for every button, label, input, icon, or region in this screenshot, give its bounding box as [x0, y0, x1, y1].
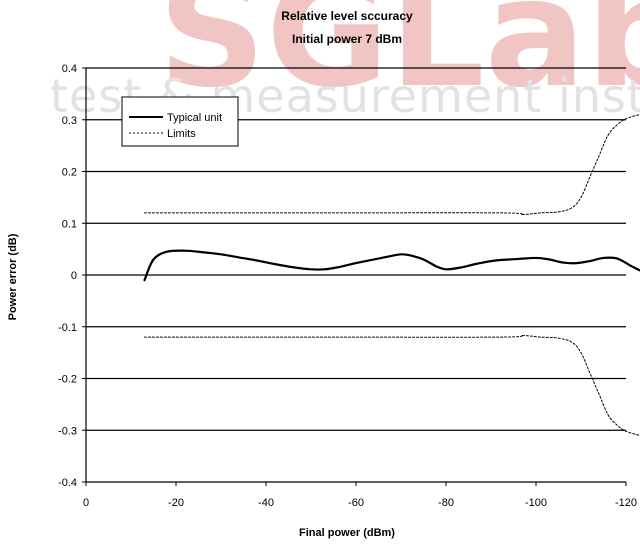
series-layer	[143, 114, 640, 436]
y-tick-label: -0.3	[58, 425, 77, 437]
y-tick-label: 0.2	[62, 167, 77, 179]
legend-label-typical-unit: Typical unit	[167, 112, 222, 124]
y-axis-ticks: 0.4 0.3 0.2 0.1 0 -0.1 -0.2 -0.3 -0.4	[58, 63, 86, 489]
y-axis-label: Power error (dB)	[7, 233, 19, 320]
x-tick-label: -40	[258, 497, 274, 509]
legend-box	[121, 96, 239, 147]
series-line-limits-lower	[144, 335, 640, 436]
x-axis-label: Final power (dBm)	[299, 527, 395, 539]
x-tick-label: -120	[615, 497, 637, 509]
x-tick-label: -80	[438, 497, 454, 509]
y-tick-label: 0.1	[62, 218, 77, 230]
series-line-limits-upper	[144, 114, 640, 215]
x-tick-label: 0	[83, 497, 89, 509]
chart-title: Relative level sccuracy	[281, 9, 413, 23]
x-axis-ticks: 0 -20 -40 -60 -80 -100 -120	[83, 482, 637, 509]
series-line-typical-unit	[143, 249, 640, 282]
y-tick-label: 0.3	[62, 115, 77, 127]
x-tick-label: -60	[348, 497, 364, 509]
y-tick-label: -0.1	[58, 322, 77, 334]
x-tick-label: -20	[168, 497, 184, 509]
y-tick-label: -0.2	[58, 374, 77, 386]
x-tick-label: -100	[525, 497, 547, 509]
y-tick-label: 0.4	[62, 63, 77, 75]
y-tick-label: -0.4	[58, 477, 77, 489]
y-tick-label: 0	[71, 270, 77, 282]
legend: Typical unit Limits	[121, 96, 239, 147]
legend-label-limits: Limits	[167, 128, 196, 140]
grid-lines	[86, 67, 626, 483]
chart-subtitle: Initial power 7 dBm	[292, 32, 402, 46]
